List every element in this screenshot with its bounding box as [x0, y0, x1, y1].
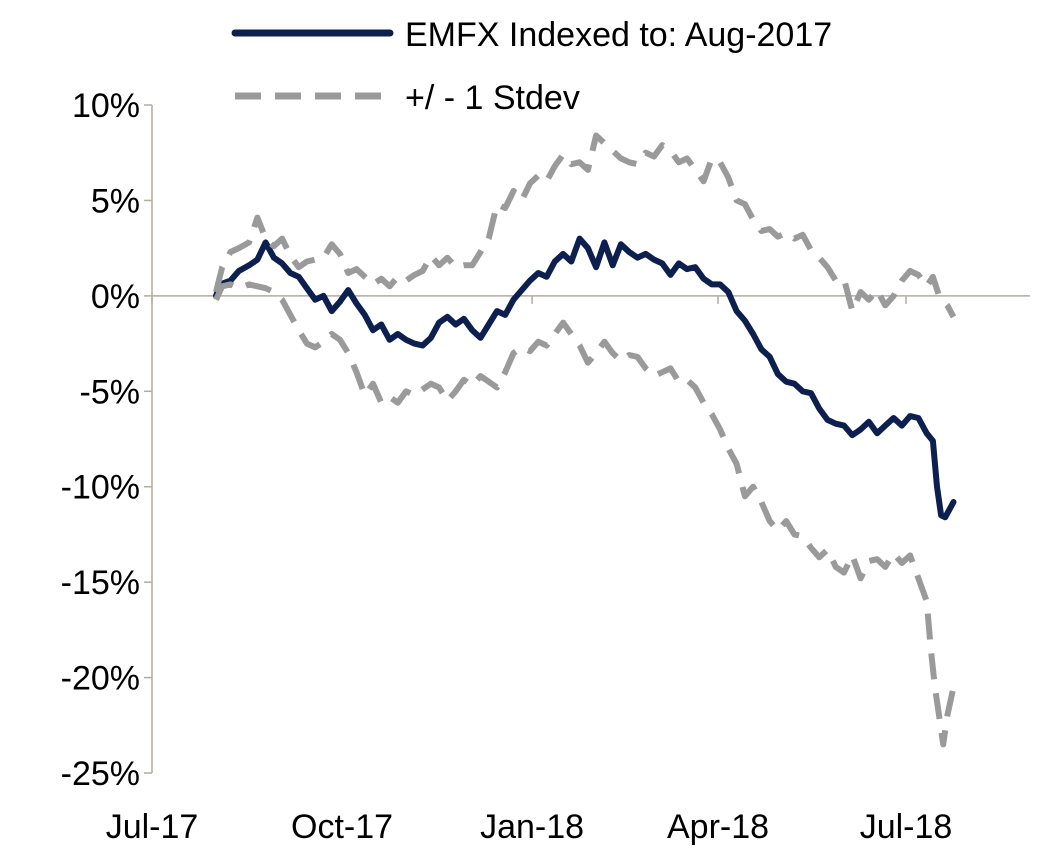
y-tick-label: -10% [61, 469, 140, 507]
y-tick-label: -25% [61, 755, 140, 793]
legend-label-stdev: +/ - 1 Stdev [405, 79, 580, 117]
y-tick-label: -15% [61, 564, 140, 602]
y-tick-label: 5% [91, 182, 140, 220]
series-line-stdev-lower [213, 281, 957, 748]
y-tick-label: 10% [72, 87, 140, 125]
y-tick-label: 0% [91, 278, 140, 316]
x-tick-label: Jul-18 [860, 808, 953, 846]
axes [144, 104, 1030, 774]
y-tick-label: -20% [61, 660, 140, 698]
series-line-emfx [213, 235, 957, 521]
x-tick-labels: Jul-17 Oct-17 Jan-18 Apr-18 Jul-18 [106, 808, 953, 846]
legend-label-emfx: EMFX Indexed to: Aug-2017 [405, 16, 832, 54]
series-layer [213, 132, 957, 748]
y-tick-labels: 10% 5% 0% -5% -10% -15% -20% -25% [61, 87, 140, 793]
legend: EMFX Indexed to: Aug-2017 +/ - 1 Stdev [231, 16, 832, 117]
x-tick-label: Jul-17 [106, 808, 199, 846]
x-tick-label: Oct-17 [291, 808, 393, 846]
series-line-stdev-upper [213, 132, 957, 319]
x-tick-label: Jan-18 [480, 808, 584, 846]
x-tick-label: Apr-18 [667, 808, 769, 846]
y-tick-label: -5% [80, 373, 140, 411]
